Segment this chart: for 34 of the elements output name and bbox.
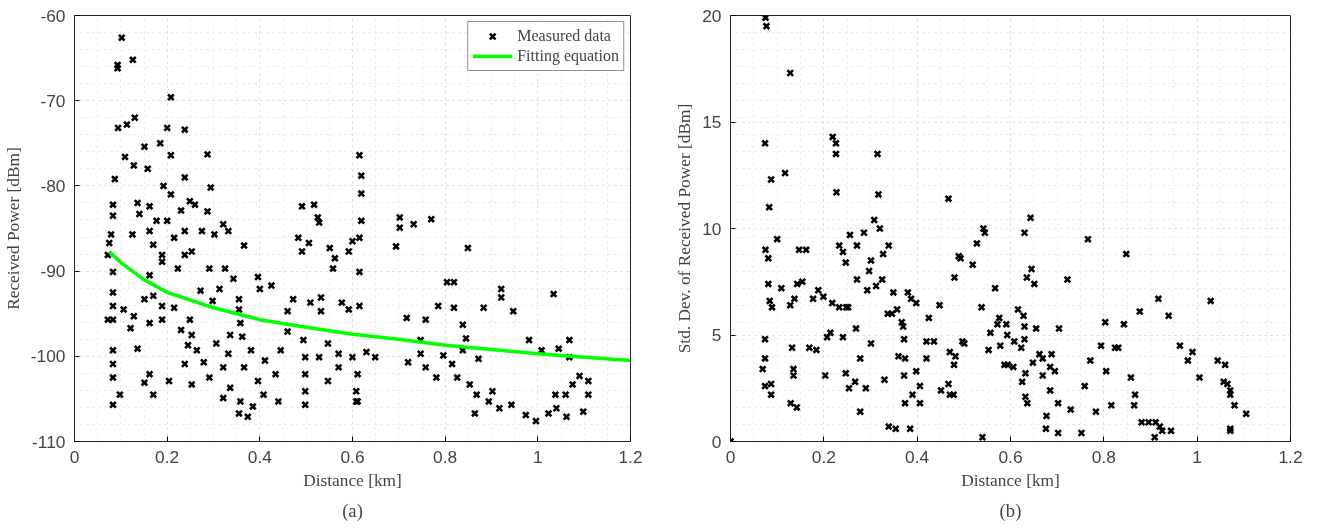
y-tick-label: 0 <box>711 431 722 452</box>
x-tick-label: 0.4 <box>247 446 273 467</box>
y-tick-label: -80 <box>40 175 66 196</box>
x-axis-title: Distance [km] <box>303 470 402 490</box>
y-tick-label: -60 <box>40 5 66 26</box>
x-tick-label: 0.2 <box>155 446 180 467</box>
y-tick-label: -110 <box>32 431 66 452</box>
y-axis-title: Received Power [dBm] <box>3 147 23 310</box>
legend-label: Fitting equation <box>517 47 619 65</box>
y-tick-label: -70 <box>40 90 66 111</box>
text: (a) <box>342 499 363 522</box>
x-tick-label: 0.6 <box>340 446 365 467</box>
x-tick-label: 0.8 <box>1091 446 1116 467</box>
x-tick-label: 1 <box>533 446 543 467</box>
y-tick-label: 10 <box>702 218 722 239</box>
x-tick-label: 0 <box>725 446 736 467</box>
x-tick-label: 1 <box>1192 446 1202 467</box>
line-series <box>107 249 631 363</box>
x-tick-label: 0 <box>69 446 80 467</box>
y-tick-label: 15 <box>702 112 722 132</box>
y-tick-label: 5 <box>711 325 722 345</box>
x-tick-label: 1.2 <box>1278 446 1303 467</box>
y-tick-label: 20 <box>702 5 722 26</box>
x-tick-label: 0.2 <box>811 446 836 467</box>
text: (b) <box>999 499 1022 522</box>
legend-label: Measured data <box>517 27 611 45</box>
y-tick-label: -90 <box>40 261 66 282</box>
y-tick-label: -100 <box>30 346 66 367</box>
y-axis-title: Std. Dev. of Received Power [dBm] <box>675 103 695 354</box>
x-tick-label: 1.2 <box>618 446 643 467</box>
x-tick-label: 0.8 <box>433 446 458 467</box>
x-tick-label: 0.6 <box>998 446 1023 467</box>
x-tick-label: 0.4 <box>905 446 930 467</box>
x-axis-title: Distance [km] <box>961 470 1060 490</box>
